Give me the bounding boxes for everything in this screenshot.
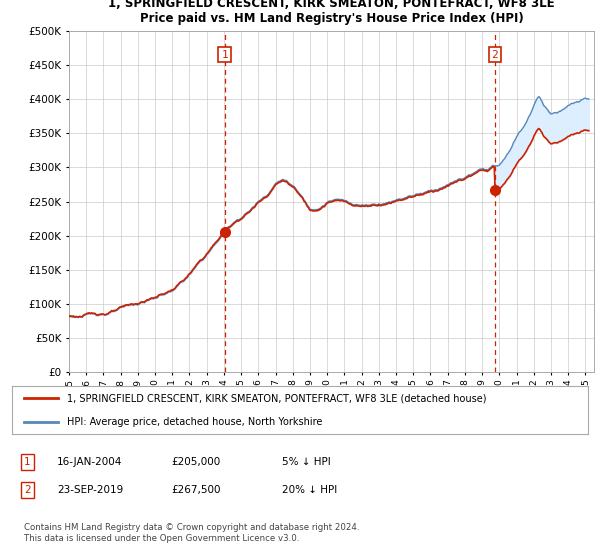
Title: 1, SPRINGFIELD CRESCENT, KIRK SMEATON, PONTEFRACT, WF8 3LE
Price paid vs. HM Lan: 1, SPRINGFIELD CRESCENT, KIRK SMEATON, P… xyxy=(108,0,555,25)
Text: 2: 2 xyxy=(24,485,31,495)
Text: £205,000: £205,000 xyxy=(171,457,220,467)
Text: 1: 1 xyxy=(221,50,228,60)
Text: 16-JAN-2004: 16-JAN-2004 xyxy=(57,457,122,467)
Text: Contains HM Land Registry data © Crown copyright and database right 2024.: Contains HM Land Registry data © Crown c… xyxy=(24,523,359,532)
Text: 1, SPRINGFIELD CRESCENT, KIRK SMEATON, PONTEFRACT, WF8 3LE (detached house): 1, SPRINGFIELD CRESCENT, KIRK SMEATON, P… xyxy=(67,393,486,403)
Text: 20% ↓ HPI: 20% ↓ HPI xyxy=(282,485,337,495)
Text: 1: 1 xyxy=(24,457,31,467)
Text: This data is licensed under the Open Government Licence v3.0.: This data is licensed under the Open Gov… xyxy=(24,534,299,543)
Text: 2: 2 xyxy=(491,50,498,60)
Text: 5% ↓ HPI: 5% ↓ HPI xyxy=(282,457,331,467)
Text: 23-SEP-2019: 23-SEP-2019 xyxy=(57,485,123,495)
Text: HPI: Average price, detached house, North Yorkshire: HPI: Average price, detached house, Nort… xyxy=(67,417,322,427)
Text: £267,500: £267,500 xyxy=(171,485,221,495)
